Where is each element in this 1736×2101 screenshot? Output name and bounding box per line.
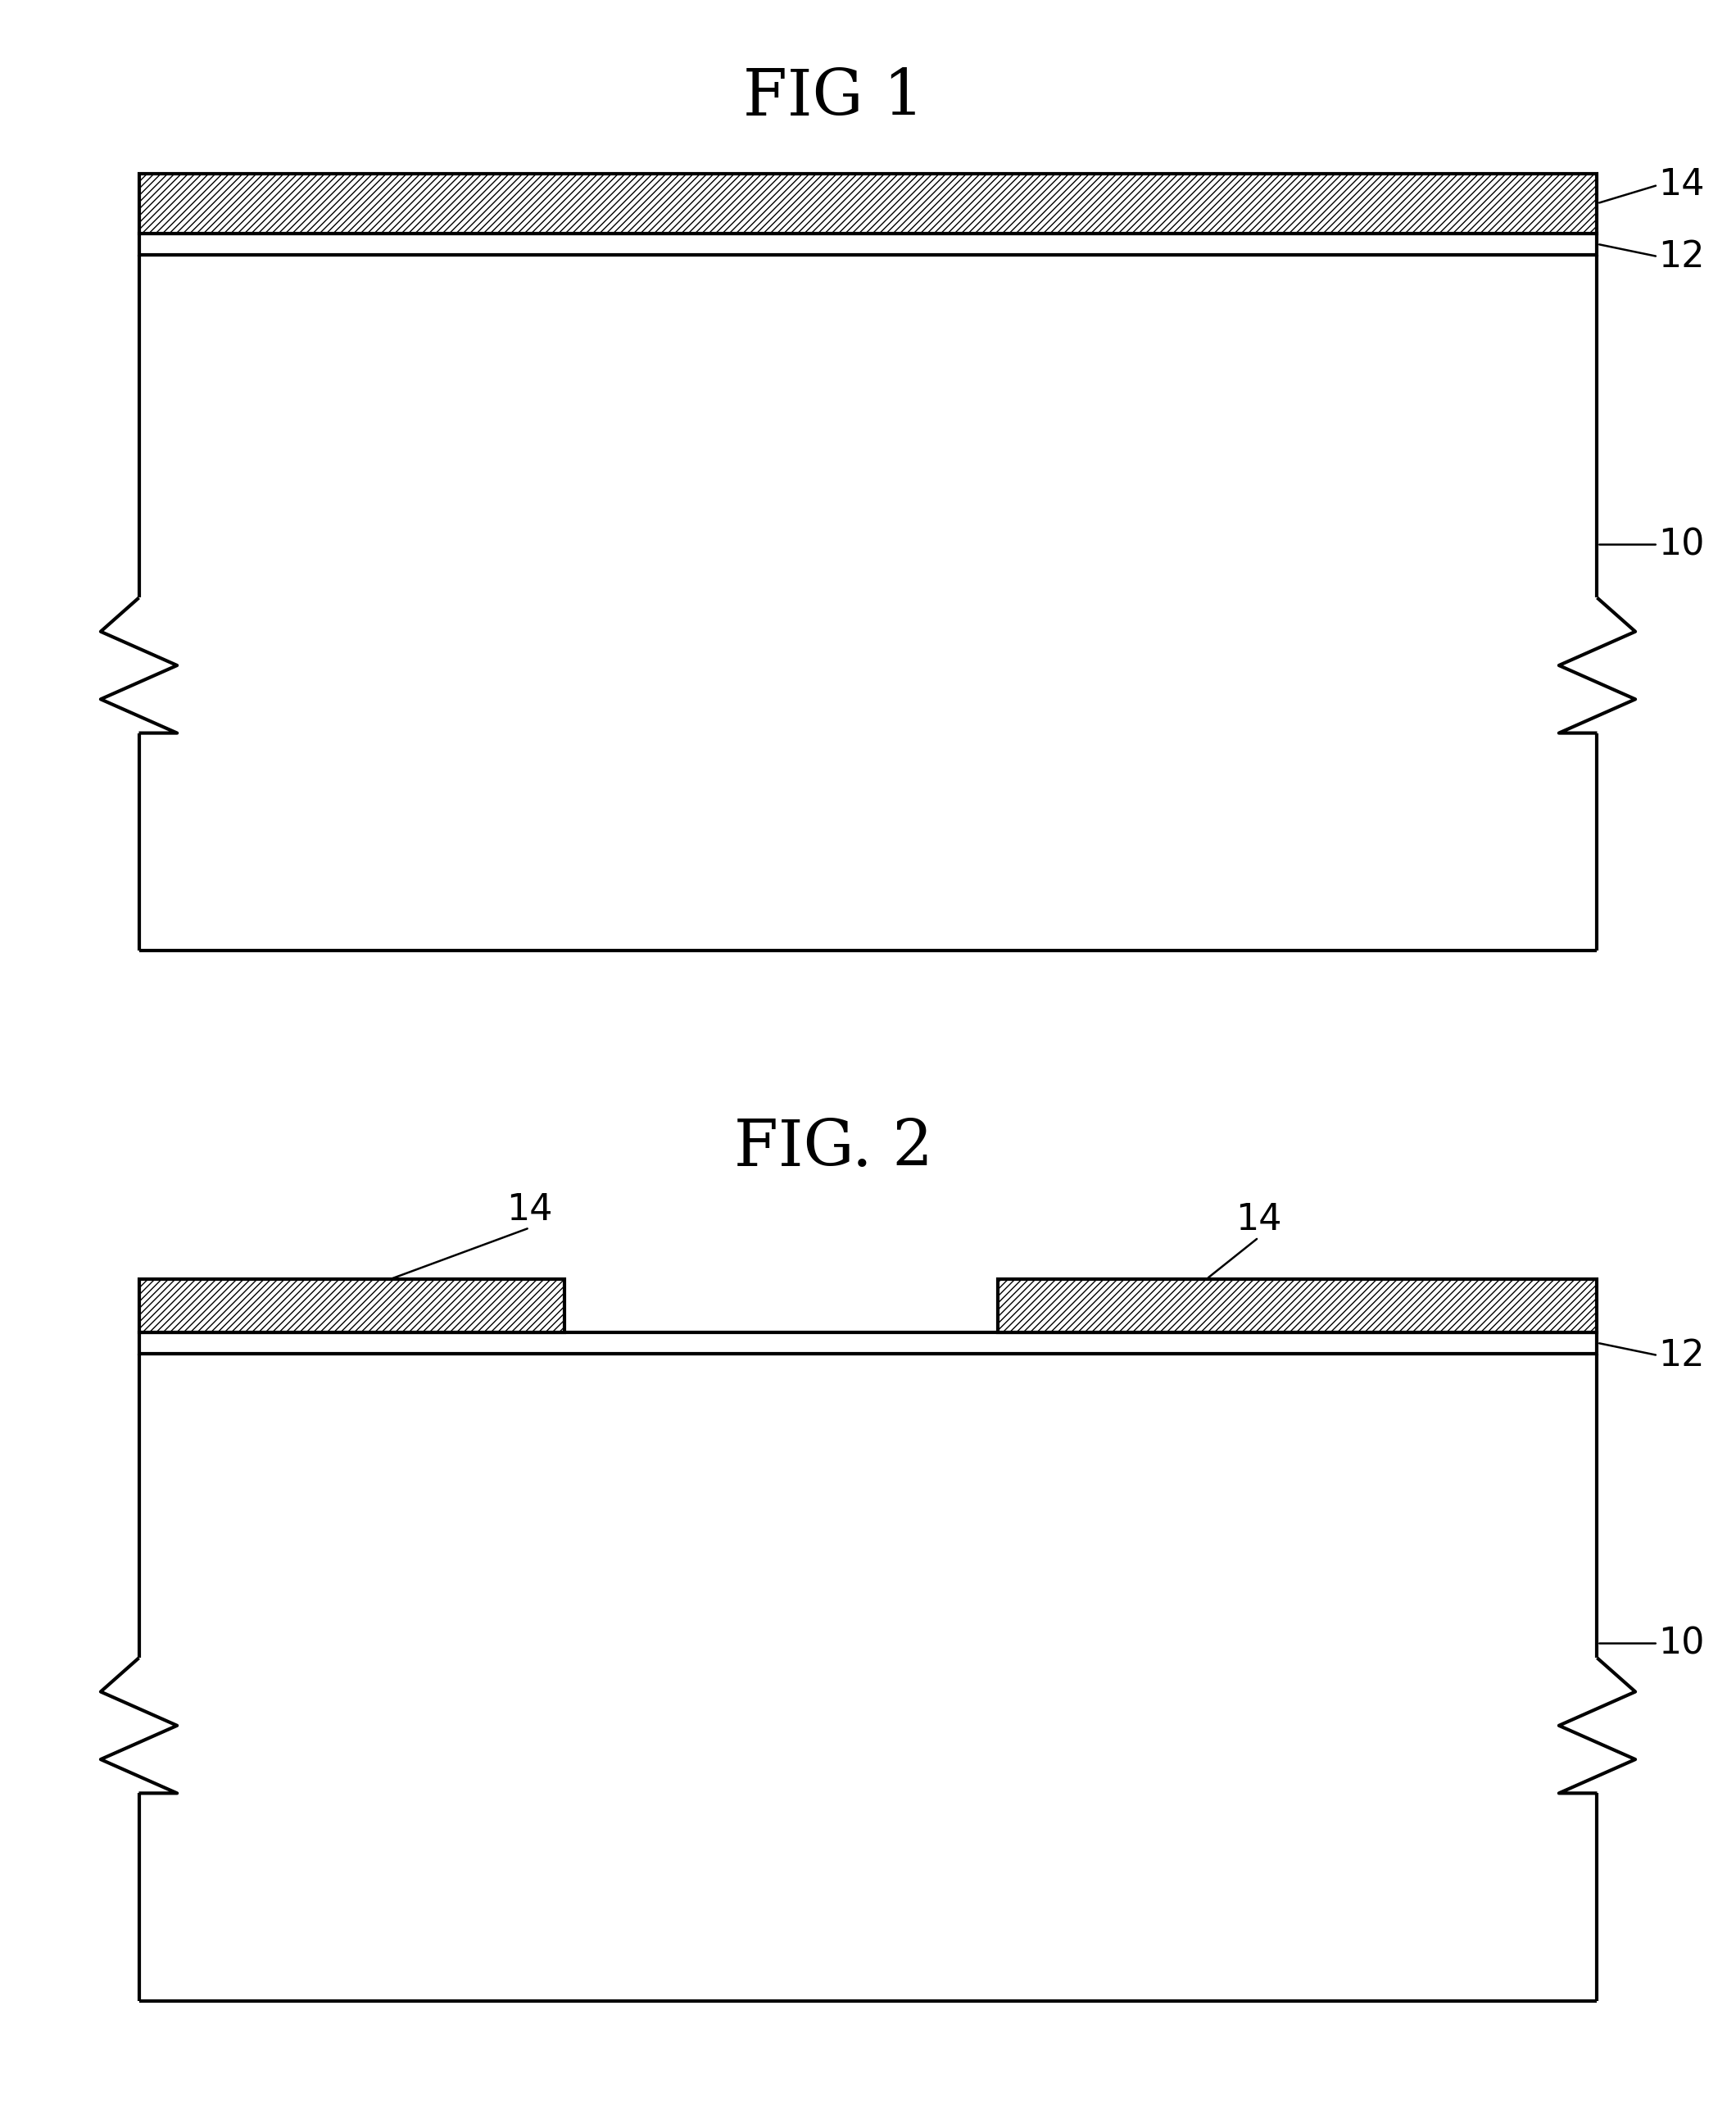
Bar <box>139 254 1597 950</box>
Bar <box>139 174 1597 233</box>
Bar <box>139 233 1597 254</box>
Bar <box>139 1332 1597 1353</box>
Text: 10: 10 <box>1658 527 1705 563</box>
Bar <box>139 1353 1597 2000</box>
Text: 12: 12 <box>1658 1338 1705 1374</box>
Text: 14: 14 <box>1236 1202 1281 1237</box>
Text: 14: 14 <box>507 1193 552 1227</box>
Text: 12: 12 <box>1658 240 1705 275</box>
Bar <box>139 1280 564 1332</box>
Text: FIG. 2: FIG. 2 <box>734 1118 932 1179</box>
Text: FIG 1: FIG 1 <box>743 67 924 128</box>
Text: 14: 14 <box>1658 168 1705 202</box>
Bar <box>998 1280 1597 1332</box>
Text: 10: 10 <box>1658 1626 1705 1662</box>
